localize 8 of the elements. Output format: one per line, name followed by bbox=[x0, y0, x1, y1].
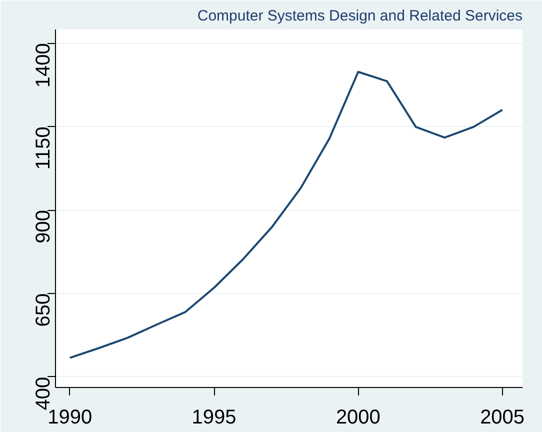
y-tick-label: 900 bbox=[32, 210, 54, 244]
x-tick-label: 2000 bbox=[336, 406, 380, 428]
y-tick-label: 650 bbox=[32, 293, 54, 327]
y-tick-label: 1150 bbox=[32, 126, 54, 170]
x-tick-label: 1995 bbox=[192, 406, 236, 428]
y-tick-label: 1400 bbox=[32, 43, 54, 88]
x-tick-label: 2005 bbox=[480, 406, 525, 428]
chart-title: Computer Systems Design and Related Services bbox=[197, 8, 523, 24]
